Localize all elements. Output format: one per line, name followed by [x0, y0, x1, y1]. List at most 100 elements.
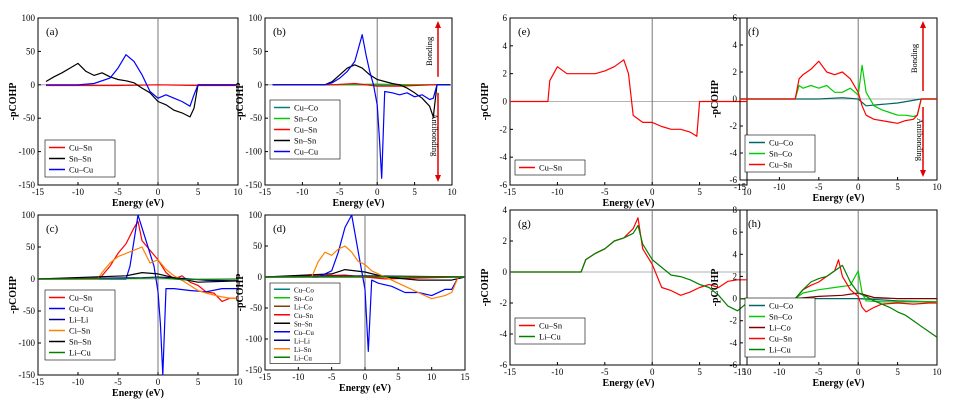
- y-tick-label: -150: [246, 365, 263, 375]
- y-axis-label: -pCOHP: [8, 83, 19, 121]
- x-tick-label: 0: [856, 182, 861, 192]
- y-tick-label: 100: [22, 210, 36, 220]
- x-tick-label: 10: [743, 367, 753, 377]
- x-tick-label: -5: [815, 367, 823, 377]
- series-line-cusn: [510, 59, 747, 137]
- x-tick-label: 0: [363, 372, 368, 382]
- legend-entry: Cu–Co: [769, 138, 793, 148]
- bonding-arrowhead: [920, 21, 926, 28]
- x-tick-label: 5: [697, 187, 702, 197]
- legend-entry: Sn–Co: [294, 114, 317, 124]
- x-axis-label: Energy (eV): [813, 193, 865, 204]
- bonding-arrowhead: [435, 21, 441, 28]
- series-line-cucu: [46, 54, 237, 107]
- y-tick-label: -50: [250, 303, 262, 313]
- series-line-snsn: [45, 62, 237, 118]
- legend-entry: Cu–Sn: [769, 160, 793, 170]
- y-tick-label: 0: [733, 294, 738, 304]
- y-tick-label: 50: [26, 46, 36, 56]
- x-tick-label: 5: [895, 367, 900, 377]
- y-tick-label: -4: [730, 148, 738, 158]
- legend-entry: Cu–Sn: [539, 321, 563, 331]
- x-tick-label: -15: [259, 187, 271, 197]
- y-tick-label: -150: [19, 180, 36, 190]
- series-line-snsn: [264, 269, 466, 281]
- legend: Cu–Sn: [514, 159, 586, 176]
- y-tick-label: 4: [733, 249, 738, 259]
- x-tick-label: 10: [933, 182, 943, 192]
- y-tick-label: 2: [503, 69, 508, 79]
- legend-entry: Sn–Sn: [69, 154, 92, 164]
- bonding-arrows: Bonding Antibonding: [424, 21, 441, 182]
- panel-e: -15 -10 -5 0 5 10 -6 -4 -2 0 2 4 6 Energy (eV) -pCOHP (…: [480, 13, 752, 209]
- legend-entry: Cu–Co: [769, 301, 793, 311]
- series-line-cisn: [38, 246, 238, 299]
- y-tick-label: -150: [246, 180, 263, 190]
- x-tick-label: 5: [895, 182, 900, 192]
- series-line-cusn: [740, 60, 937, 124]
- y-tick-label: -100: [246, 147, 263, 157]
- legend-entry: Sn–Co: [769, 149, 792, 159]
- series-line-cucu: [265, 214, 465, 352]
- legend-entry: Li–Co: [769, 323, 791, 333]
- y-tick-label: 50: [253, 241, 263, 251]
- panel-label: (g): [518, 218, 531, 230]
- x-tick-label: -5: [601, 187, 609, 197]
- x-tick-label: 10: [234, 187, 244, 197]
- x-tick-label: -5: [114, 377, 122, 387]
- x-tick-label: 10: [234, 377, 244, 387]
- panel-g: -15 -10 -5 0 5 10 -6 -4 -2 0 2 4 Energy (eV) -pCOHP (g…: [480, 205, 752, 389]
- antibonding-label: Antibonding: [915, 118, 925, 162]
- legend-entry: Sn–Co: [294, 295, 314, 303]
- legend-entry: Cu–Co: [294, 286, 314, 294]
- x-tick-label: -15: [259, 372, 271, 382]
- y-tick-label: 0: [258, 80, 263, 90]
- y-tick-label: 100: [22, 13, 36, 23]
- legend-entry: Cu–Sn: [769, 334, 793, 344]
- legend-entry: Li–Cu: [539, 332, 561, 342]
- y-tick-label: 4: [733, 40, 738, 50]
- x-tick-label: -10: [551, 367, 563, 377]
- x-tick-label: -15: [32, 377, 44, 387]
- y-tick-label: 2: [733, 67, 738, 77]
- y-tick-label: 6: [733, 13, 738, 23]
- x-axis-label: Energy (eV): [813, 378, 865, 389]
- legend-entry: Ci–Sn: [69, 326, 91, 336]
- panel-label: (f): [748, 26, 759, 38]
- x-tick-label: -5: [336, 187, 344, 197]
- panel-label: (e): [518, 26, 531, 38]
- legend: Cu–CoSn–CoLi–CoCu–SnSn–SnCu–CuLi–LiLi–Sn…: [269, 282, 341, 364]
- plot-frame: [739, 209, 938, 366]
- x-tick-label: 10: [427, 372, 437, 382]
- legend-entry: Sn–Sn: [69, 337, 92, 347]
- x-tick-label: -10: [551, 187, 563, 197]
- plot-frame: [37, 17, 239, 186]
- legend-entry: Cu–Cu: [69, 304, 94, 314]
- antibonding-arrowhead: [920, 170, 926, 177]
- legend-entry: Li–Li: [294, 337, 310, 345]
- panel-f: -15 -10 -5 0 5 10 -6 -4 -2 0 2 4 6 Energy (eV) -pCOHP (…: [710, 13, 942, 204]
- plot-frame: [509, 209, 748, 366]
- y-tick-label: -150: [19, 370, 36, 380]
- y-tick-label: -6: [500, 360, 508, 370]
- x-tick-label: 0: [156, 377, 161, 387]
- y-tick-label: 4: [503, 41, 508, 51]
- antibonding-arrowhead: [435, 175, 441, 182]
- panel-h: -15 -10 -5 0 5 10 -6 -4 -2 0 2 4 6 8 Energy (eV) -pCOHP…: [710, 205, 942, 389]
- panel-label: (h): [748, 218, 761, 230]
- series-line-cuco: [740, 97, 937, 107]
- legend-entry: Sn–Sn: [294, 136, 317, 146]
- y-tick-label: 2: [733, 271, 738, 281]
- x-tick-label: 0: [650, 367, 655, 377]
- y-tick-label: -6: [730, 360, 738, 370]
- y-axis-label: -pCOHP: [8, 276, 19, 314]
- y-tick-label: -2: [500, 124, 508, 134]
